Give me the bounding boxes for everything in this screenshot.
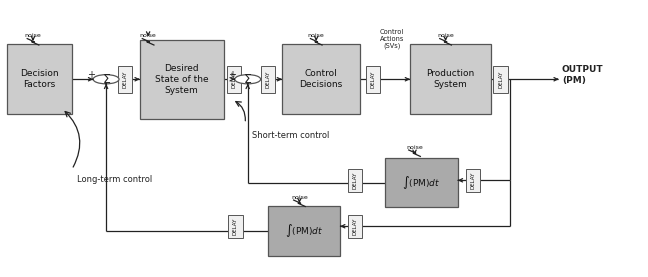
Bar xyxy=(366,66,380,93)
Text: Long-term control: Long-term control xyxy=(77,175,152,184)
Text: Control
Actions
(SVs): Control Actions (SVs) xyxy=(380,29,404,49)
Text: noise: noise xyxy=(308,33,325,38)
Circle shape xyxy=(93,75,119,84)
Text: noise: noise xyxy=(25,33,41,38)
Bar xyxy=(493,66,507,93)
Text: DELAY: DELAY xyxy=(122,71,128,88)
Text: $\int$(PM)$dt$: $\int$(PM)$dt$ xyxy=(402,174,441,191)
Text: Decision
Factors: Decision Factors xyxy=(20,69,59,89)
Bar xyxy=(466,169,480,192)
Text: Production
System: Production System xyxy=(426,69,474,89)
Text: Desired
State of the
System: Desired State of the System xyxy=(155,64,209,95)
Text: DELAY: DELAY xyxy=(265,71,270,88)
FancyBboxPatch shape xyxy=(386,158,458,207)
Bar xyxy=(348,169,362,192)
Text: DELAY: DELAY xyxy=(353,217,358,235)
FancyArrowPatch shape xyxy=(236,102,246,121)
Text: DELAY: DELAY xyxy=(371,71,376,88)
Text: Control
Decisions: Control Decisions xyxy=(299,69,342,89)
Text: DELAY: DELAY xyxy=(353,172,358,189)
Text: +: + xyxy=(228,70,237,80)
Circle shape xyxy=(235,75,260,84)
FancyBboxPatch shape xyxy=(282,44,360,114)
Bar xyxy=(260,66,275,93)
Text: DELAY: DELAY xyxy=(231,71,237,88)
Bar xyxy=(118,66,132,93)
Text: -: - xyxy=(245,78,249,88)
FancyBboxPatch shape xyxy=(268,206,340,256)
Text: noise: noise xyxy=(437,33,454,38)
Text: $\int$(PM)$dt$: $\int$(PM)$dt$ xyxy=(284,222,323,239)
FancyBboxPatch shape xyxy=(140,40,224,119)
FancyBboxPatch shape xyxy=(410,44,491,114)
Text: noise: noise xyxy=(291,195,308,200)
Bar xyxy=(348,215,362,238)
Text: DELAY: DELAY xyxy=(498,71,503,88)
FancyArrowPatch shape xyxy=(65,112,80,167)
Text: DELAY: DELAY xyxy=(233,217,238,235)
Text: noise: noise xyxy=(406,145,423,150)
Text: Short-term control: Short-term control xyxy=(251,131,329,140)
FancyBboxPatch shape xyxy=(7,44,72,114)
Text: OUTPUT
(PM): OUTPUT (PM) xyxy=(562,65,603,85)
Bar xyxy=(228,215,242,238)
Text: $\Sigma$: $\Sigma$ xyxy=(102,73,111,86)
Text: noise: noise xyxy=(140,33,157,38)
Text: +: + xyxy=(87,70,95,80)
Text: $\Sigma$: $\Sigma$ xyxy=(243,73,252,86)
Text: -: - xyxy=(104,78,107,88)
Bar xyxy=(227,66,241,93)
Text: DELAY: DELAY xyxy=(470,172,475,189)
